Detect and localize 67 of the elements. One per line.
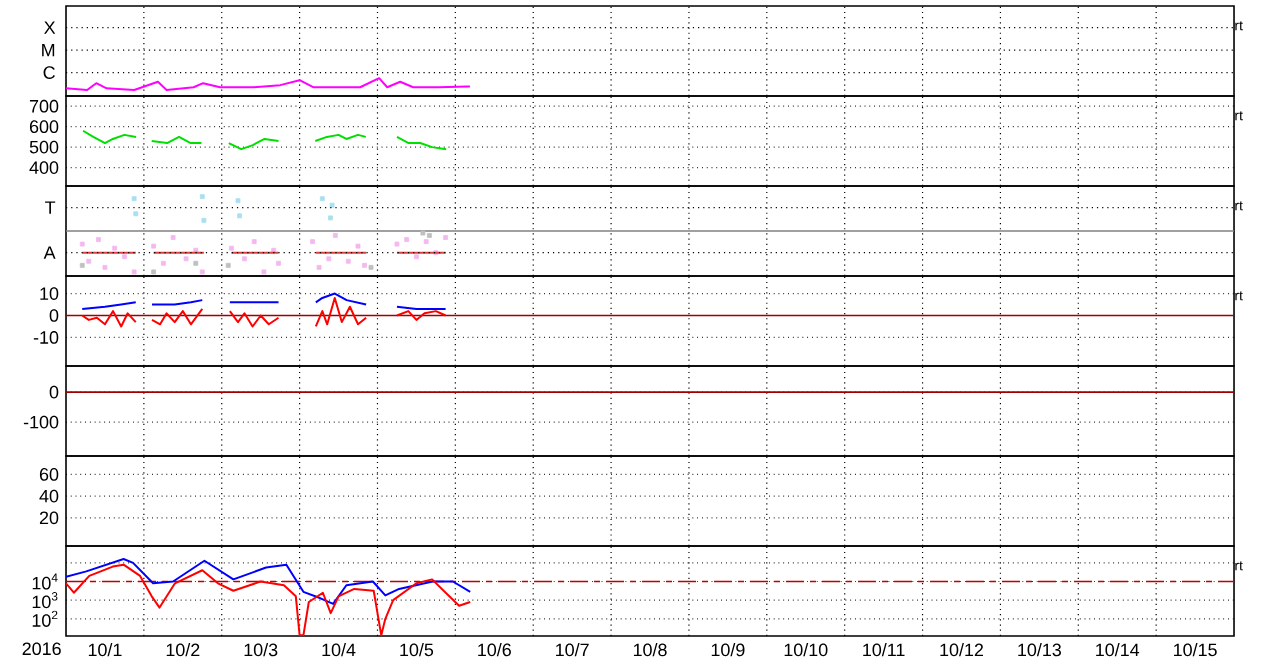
point	[86, 258, 92, 264]
point	[112, 245, 118, 251]
y-tick-label: 10$^{3}$	[32, 592, 58, 609]
x-tick-label: 10/13	[1018, 643, 1061, 657]
point	[329, 202, 335, 208]
text: M	[42, 43, 55, 57]
y-tick-label: 10$^{4}$	[32, 573, 58, 590]
point	[193, 247, 199, 253]
x-tick-label: 10/8	[633, 643, 667, 657]
point	[225, 262, 231, 268]
y-tick-label: -100	[23, 415, 59, 429]
line-series	[66, 558, 472, 605]
point	[345, 258, 351, 264]
point	[79, 241, 85, 247]
x-tick-label: 10/5	[400, 643, 434, 657]
y-tick-label: 60	[39, 468, 59, 481]
x-tick-label: 10/1	[88, 643, 122, 657]
text: T	[45, 201, 56, 214]
text: A	[43, 246, 56, 259]
text: C	[43, 66, 55, 79]
point	[271, 247, 277, 253]
x-tick-label: 10/2	[166, 643, 200, 657]
point	[235, 198, 241, 204]
x-tick-label: 10/15	[1174, 643, 1217, 657]
y-tick-label: 10$^{2}$	[32, 610, 58, 627]
point	[394, 241, 400, 247]
x-tick-label: 10/4	[322, 643, 356, 657]
x-tick-label: 10/12	[940, 643, 984, 657]
y-tick-label: 400	[29, 161, 59, 174]
x-tick-label: 10/14	[1096, 643, 1140, 657]
point	[420, 230, 426, 236]
point	[183, 256, 189, 262]
point	[151, 243, 157, 249]
point	[151, 269, 157, 275]
y-tick-label: -10	[33, 331, 59, 344]
y-tick-label: 10	[40, 287, 59, 300]
x-tick-label: 10/10	[784, 643, 828, 657]
x-tick-label: 10/7	[556, 643, 589, 657]
y-tick-label: 40	[39, 489, 59, 503]
point	[160, 260, 166, 266]
point	[201, 217, 207, 223]
x-tick-label: 10/9	[711, 643, 745, 657]
x-tick-label: 10/6	[478, 643, 511, 657]
point	[79, 262, 85, 268]
y-tick-label: 700	[29, 99, 59, 113]
point	[199, 194, 205, 200]
y-tick-label: 600	[29, 120, 59, 134]
point	[251, 239, 257, 245]
point	[355, 243, 361, 249]
y-tick-label: 500	[29, 140, 59, 154]
point	[261, 269, 267, 275]
point	[193, 260, 199, 266]
point	[319, 196, 325, 202]
x-tick-label: 10/3	[244, 643, 278, 657]
y-tick-label: 0	[49, 309, 59, 322]
line-series	[66, 563, 472, 636]
y-tick-label: 20	[39, 511, 59, 525]
y-tick-label: 0	[49, 385, 59, 399]
text: X	[44, 21, 56, 34]
point	[423, 239, 429, 245]
point	[199, 269, 205, 275]
x-tick-label: 10/11	[863, 643, 905, 657]
point	[131, 269, 137, 275]
x-axis-title: 2016	[22, 642, 61, 656]
point	[326, 256, 332, 262]
point	[133, 211, 139, 217]
point	[131, 196, 137, 202]
